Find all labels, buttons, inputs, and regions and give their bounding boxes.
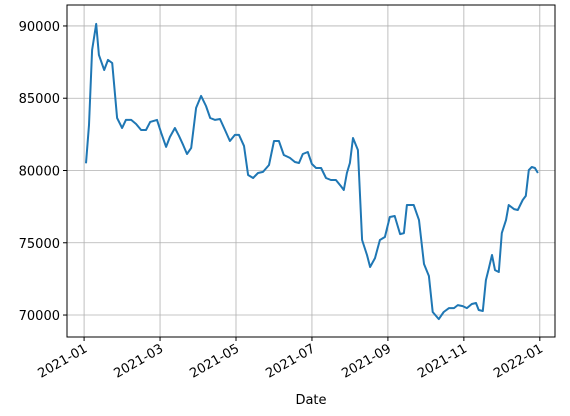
line [85,22,539,321]
x-tick-label: 2021-05 [187,341,242,381]
x-tick-label: 2021-11 [415,341,470,381]
x-tick-label: 2021-01 [36,341,91,381]
y-tick-label: 70000 [19,309,60,324]
x-tick-label: 2022-01 [491,341,546,381]
x-tick-label: 2021-07 [263,341,318,381]
y-tick-label: 80000 [19,164,60,179]
x-tick-label: 2021-09 [339,341,394,381]
plot-frame [66,4,556,338]
y-tick-label: 85000 [19,92,60,107]
x-axis-label: Date [295,393,326,408]
y-tick-label: 75000 [19,237,60,252]
x-tick-label: 2021-03 [111,341,166,381]
y-tick-label: 90000 [19,20,60,35]
